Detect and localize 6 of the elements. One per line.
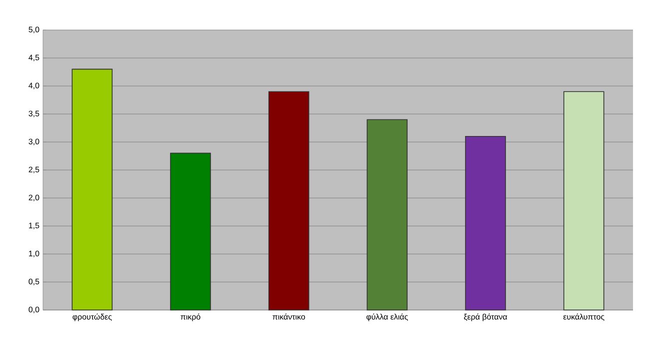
bar bbox=[563, 91, 604, 310]
bar bbox=[268, 91, 310, 310]
bar bbox=[72, 68, 113, 310]
bar bbox=[170, 152, 211, 310]
bar bbox=[366, 119, 408, 310]
bar bbox=[465, 136, 506, 310]
